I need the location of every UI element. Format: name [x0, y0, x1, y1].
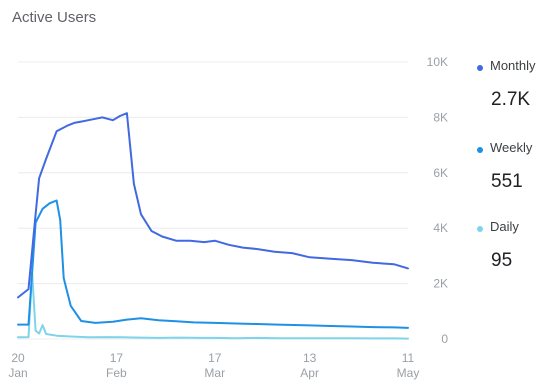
x-tick-month-label: May [397, 366, 420, 380]
series-line-daily [17, 271, 409, 340]
y-tick-label: 8K [433, 110, 448, 124]
x-tick-day-label: 20 [11, 351, 25, 365]
legend-label-daily: Daily [490, 219, 519, 234]
y-tick-label: 10K [427, 55, 448, 69]
legend-dot-monthly-icon [477, 65, 483, 71]
y-tick-label: 2K [433, 277, 448, 291]
x-tick-month-label: Apr [300, 366, 319, 380]
chart-title: Active Users [12, 9, 97, 26]
legend-label-weekly: Weekly [490, 140, 533, 155]
x-tick-day-label: 17 [110, 351, 124, 365]
x-tick-month-label: Mar [204, 366, 225, 380]
legend-dot-weekly-icon [477, 147, 483, 153]
y-tick-label: 0 [441, 332, 448, 346]
legend-value-weekly: 551 [491, 171, 523, 192]
x-tick-month-label: Jan [8, 366, 27, 380]
x-tick-day-label: 11 [402, 351, 415, 365]
legend-label-monthly: Monthly [490, 58, 536, 73]
x-tick-month-label: Feb [106, 366, 127, 380]
legend-dot-daily-icon [477, 226, 483, 232]
y-tick-label: 6K [433, 166, 448, 180]
x-tick-day-label: 13 [303, 351, 317, 365]
series-line-monthly [17, 112, 409, 299]
legend-value-daily: 95 [491, 250, 513, 271]
y-tick-label: 4K [433, 221, 448, 235]
x-tick-day-label: 17 [208, 351, 222, 365]
legend-value-monthly: 2.7K [491, 89, 531, 110]
series-line-weekly [17, 199, 409, 329]
